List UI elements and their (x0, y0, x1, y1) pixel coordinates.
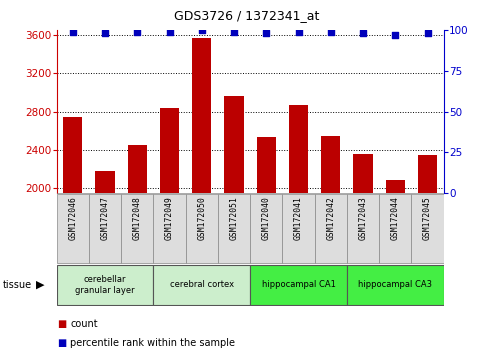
Text: GSM172051: GSM172051 (230, 196, 239, 240)
Bar (289, 105, 308, 354)
Text: hippocampal CA3: hippocampal CA3 (358, 280, 432, 290)
Bar (121, 194, 153, 263)
Text: ■: ■ (57, 338, 66, 348)
Text: GSM172040: GSM172040 (262, 196, 271, 240)
Text: ■: ■ (57, 319, 66, 329)
Bar (89, 194, 121, 263)
Text: percentile rank within the sample: percentile rank within the sample (70, 338, 236, 348)
Point (134, 29, 141, 35)
Text: cerebral cortex: cerebral cortex (170, 280, 234, 290)
Text: tissue: tissue (2, 280, 32, 290)
Point (101, 30, 109, 36)
Bar (57, 194, 89, 263)
Bar (96, 171, 115, 354)
Point (198, 27, 206, 33)
Bar (315, 194, 347, 263)
Bar (250, 194, 282, 263)
Point (69, 29, 77, 35)
Bar (57, 264, 153, 306)
Text: GSM172045: GSM172045 (423, 196, 432, 240)
Bar (257, 137, 276, 354)
Text: GSM172044: GSM172044 (391, 196, 400, 240)
Text: GDS3726 / 1372341_at: GDS3726 / 1372341_at (174, 9, 319, 22)
Bar (282, 194, 315, 263)
Text: GSM172043: GSM172043 (358, 196, 368, 240)
Point (423, 30, 431, 36)
Text: ▶: ▶ (36, 280, 45, 290)
Text: hippocampal CA1: hippocampal CA1 (262, 280, 336, 290)
Text: GSM172047: GSM172047 (101, 196, 109, 240)
Point (166, 29, 174, 35)
Bar (224, 96, 244, 354)
Bar (379, 194, 412, 263)
Bar (386, 181, 405, 354)
Text: GSM172049: GSM172049 (165, 196, 174, 240)
Point (295, 29, 303, 35)
Text: cerebellar
granular layer: cerebellar granular layer (75, 275, 135, 295)
Bar (128, 145, 147, 354)
Bar (353, 154, 373, 354)
Point (327, 29, 335, 35)
Text: GSM172050: GSM172050 (197, 196, 207, 240)
Bar (347, 264, 444, 306)
Bar (418, 155, 437, 354)
Bar (186, 194, 218, 263)
Text: GSM172046: GSM172046 (69, 196, 77, 240)
Bar (63, 117, 82, 354)
Point (359, 30, 367, 36)
Bar (192, 38, 211, 354)
Point (262, 30, 270, 36)
Bar (153, 264, 250, 306)
Point (391, 32, 399, 38)
Bar (412, 194, 444, 263)
Bar (250, 264, 347, 306)
Text: GSM172041: GSM172041 (294, 196, 303, 240)
Text: GSM172048: GSM172048 (133, 196, 142, 240)
Point (230, 29, 238, 35)
Bar (153, 194, 186, 263)
Bar (321, 136, 341, 354)
Bar (218, 194, 250, 263)
Bar (347, 194, 379, 263)
Bar (160, 108, 179, 354)
Text: count: count (70, 319, 98, 329)
Text: GSM172042: GSM172042 (326, 196, 335, 240)
